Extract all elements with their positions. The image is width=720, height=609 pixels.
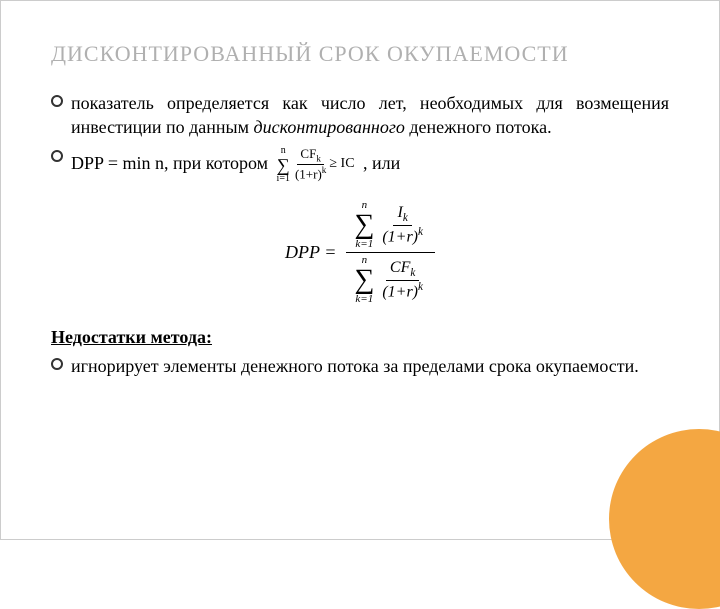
bullet-icon	[51, 95, 63, 107]
dpp-label: DPP =	[285, 242, 336, 262]
main-fraction: n ∑ k=1 Ik (1+r)k n ∑ k=1 CFk (1+r)k	[346, 198, 435, 307]
bullet-icon	[51, 150, 63, 162]
main-frac-top: n ∑ k=1 Ik (1+r)k	[346, 198, 435, 253]
sigma-icon: n ∑ k=1	[354, 200, 374, 250]
inner-frac-top: Ik (1+r)k	[378, 203, 427, 247]
slide-content: ДИСКОНТИРОВАННЫЙ СРОК ОКУПАЕМОСТИ показа…	[1, 1, 719, 424]
bullet-3: игнорирует элементы денежного потока за …	[51, 354, 669, 378]
sigma-bot: i=1	[277, 174, 290, 184]
bullet-2: DPP = min n, при котором n ∑ i=1 CFk (1+…	[51, 146, 669, 184]
decorative-circle	[609, 429, 720, 609]
bullet-1-text: показатель определяется как число лет, н…	[71, 91, 669, 140]
inner-num: Ik	[393, 203, 411, 227]
section-heading: Недостатки метода:	[51, 327, 669, 348]
bullet-1: показатель определяется как число лет, н…	[51, 91, 669, 140]
sigma-lower: k=1	[355, 239, 373, 250]
bullet-3-text: игнорирует элементы денежного потока за …	[71, 354, 669, 378]
main-frac-bot: n ∑ k=1 CFk (1+r)k	[346, 253, 435, 307]
b2-part1: DPP = min n, при котором	[71, 153, 273, 173]
inline-frac: CFk (1+r)k	[292, 147, 329, 181]
formula-block: DPP = n ∑ k=1 Ik (1+r)k n ∑ k=1	[51, 198, 669, 307]
sigma-symbol: ∑	[354, 211, 374, 239]
sigma-icon: n ∑ k=1	[354, 255, 374, 305]
slide-title: ДИСКОНТИРОВАННЫЙ СРОК ОКУПАЕМОСТИ	[51, 41, 669, 67]
inner-frac-bot: CFk (1+r)k	[378, 258, 427, 302]
inner-num: CFk	[386, 258, 419, 282]
sigma-symbol: ∑	[277, 156, 290, 174]
frac-top: CFk	[297, 147, 323, 165]
bullet-icon	[51, 358, 63, 370]
inner-den: (1+r)k	[378, 226, 427, 247]
inline-rel: ≥ IC	[329, 155, 354, 174]
b1-part2: денежного потока.	[405, 117, 552, 137]
bullet-2-text: DPP = min n, при котором n ∑ i=1 CFk (1+…	[71, 146, 669, 184]
inner-den: (1+r)k	[378, 281, 427, 302]
sigma-icon: n ∑ i=1	[277, 146, 290, 184]
sigma-symbol: ∑	[354, 266, 374, 294]
sigma-lower: k=1	[355, 294, 373, 305]
inline-formula: n ∑ i=1 CFk (1+r)k ≥ IC	[277, 146, 355, 184]
b2-part2: , или	[363, 153, 400, 173]
b1-italic: дисконтированного	[254, 117, 405, 137]
frac-bot: (1+r)k	[292, 165, 329, 182]
